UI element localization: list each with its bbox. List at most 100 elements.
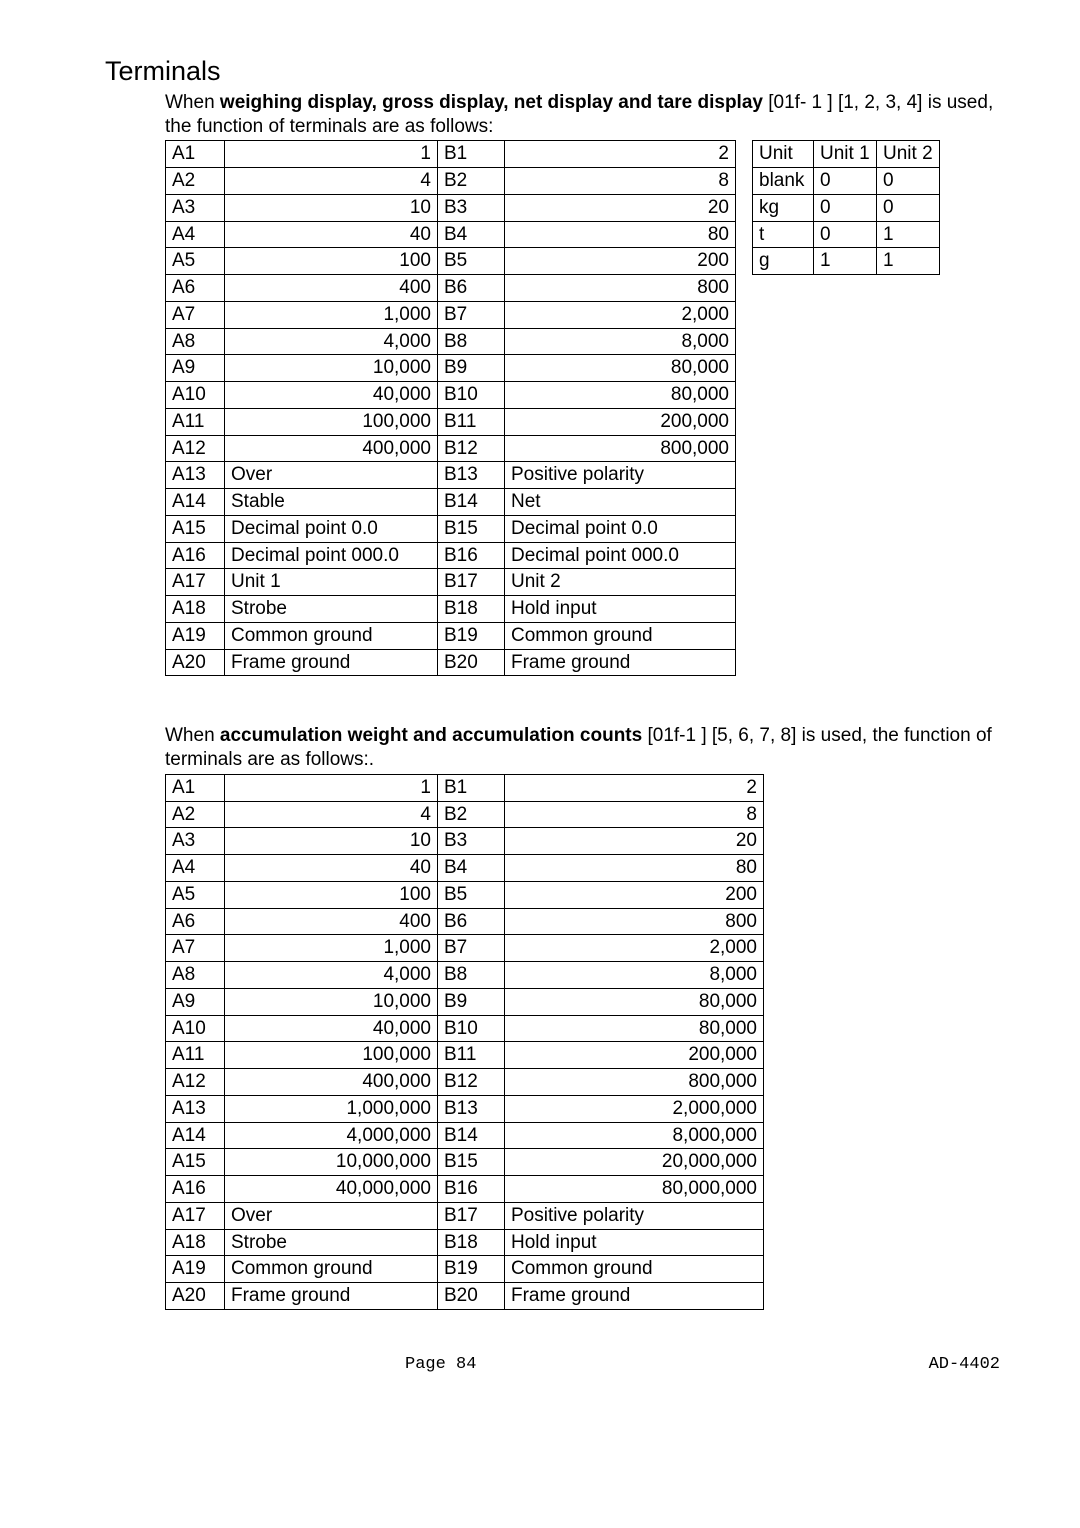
table-row: A1040,000B1080,000: [166, 382, 736, 409]
terminal-b-value: 800,000: [505, 435, 736, 462]
terminal-b-label: B8: [438, 328, 505, 355]
unit-table-cell: g: [753, 248, 814, 275]
table-row: A131,000,000B132,000,000: [166, 1095, 764, 1122]
terminal-a-value: 40,000: [225, 382, 438, 409]
terminal-b-value: 2,000: [505, 301, 736, 328]
table-row: t01: [753, 221, 940, 248]
table-row: A84,000B88,000: [166, 328, 736, 355]
terminal-b-value: 80,000,000: [505, 1176, 764, 1203]
terminals-table-2: A11B12A24B28A310B320A440B480A5100B5200A6…: [165, 774, 764, 1310]
table-row: A5100B5200: [166, 248, 736, 275]
terminal-b-label: B15: [438, 515, 505, 542]
unit-table: UnitUnit 1Unit 2blank00kg00t01g11: [752, 140, 940, 275]
terminal-b-value: Frame ground: [505, 649, 736, 676]
table-row: A18StrobeB18Hold input: [166, 1229, 764, 1256]
terminal-a-label: A13: [166, 462, 225, 489]
terminal-b-value: 800: [505, 275, 736, 302]
terminal-b-value: 20: [505, 828, 764, 855]
terminal-b-value: 80,000: [505, 1015, 764, 1042]
terminal-a-value: 40: [225, 221, 438, 248]
terminal-b-label: B7: [438, 935, 505, 962]
terminal-a-label: A4: [166, 221, 225, 248]
unit-table-cell: 0: [814, 194, 877, 221]
terminal-b-label: B4: [438, 221, 505, 248]
table-row: A11100,000B11200,000: [166, 1042, 764, 1069]
terminal-a-value: 4,000,000: [225, 1122, 438, 1149]
terminal-a-value: 10,000: [225, 988, 438, 1015]
terminal-b-label: B6: [438, 275, 505, 302]
terminal-a-value: 100: [225, 881, 438, 908]
unit-table-cell: 0: [814, 221, 877, 248]
terminal-a-label: A12: [166, 435, 225, 462]
terminal-b-value: Net: [505, 489, 736, 516]
footer-doc: AD-4402: [929, 1354, 1000, 1375]
terminal-b-value: 8: [505, 168, 736, 195]
intro2-a: When: [165, 725, 220, 746]
table-row: A11B12: [166, 141, 736, 168]
terminal-a-label: A20: [166, 1283, 225, 1310]
table-row: A11B12: [166, 774, 764, 801]
terminal-a-value: Frame ground: [225, 1283, 438, 1310]
table-row: A910,000B980,000: [166, 988, 764, 1015]
terminal-b-label: B18: [438, 596, 505, 623]
terminal-a-value: 10: [225, 828, 438, 855]
terminal-b-label: B13: [438, 1095, 505, 1122]
terminal-a-value: 100,000: [225, 408, 438, 435]
table-row: A310B320: [166, 828, 764, 855]
terminal-a-label: A12: [166, 1069, 225, 1096]
terminals-table-1: A11B12A24B28A310B320A440B480A5100B5200A6…: [165, 140, 736, 676]
terminal-b-value: 80,000: [505, 355, 736, 382]
terminal-a-value: 100,000: [225, 1042, 438, 1069]
table-row: g11: [753, 248, 940, 275]
terminal-a-value: 400,000: [225, 1069, 438, 1096]
terminal-b-label: B1: [438, 141, 505, 168]
terminal-a-value: Common ground: [225, 622, 438, 649]
table-row: A19Common groundB19Common ground: [166, 622, 736, 649]
terminal-b-value: Positive polarity: [505, 1202, 764, 1229]
table-row: A440B480: [166, 221, 736, 248]
terminal-b-value: Hold input: [505, 596, 736, 623]
terminal-a-label: A17: [166, 569, 225, 596]
intro1-b: weighing display, gross display, net dis…: [220, 92, 763, 113]
terminal-a-value: Decimal point 000.0: [225, 542, 438, 569]
terminal-b-label: B2: [438, 168, 505, 195]
terminal-a-value: 400,000: [225, 435, 438, 462]
terminal-a-label: A8: [166, 962, 225, 989]
terminal-a-value: 4,000: [225, 962, 438, 989]
terminal-a-value: Unit 1: [225, 569, 438, 596]
terminal-a-value: 1: [225, 141, 438, 168]
terminal-a-value: 1: [225, 774, 438, 801]
terminal-b-label: B16: [438, 542, 505, 569]
terminal-b-label: B2: [438, 801, 505, 828]
unit-table-cell: kg: [753, 194, 814, 221]
terminal-a-value: 1,000,000: [225, 1095, 438, 1122]
terminal-a-value: 100: [225, 248, 438, 275]
terminal-b-label: B13: [438, 462, 505, 489]
table-row: A1040,000B1080,000: [166, 1015, 764, 1042]
terminal-a-value: 40: [225, 855, 438, 882]
terminal-b-value: Common ground: [505, 622, 736, 649]
terminal-b-value: 20,000,000: [505, 1149, 764, 1176]
table-row: A310B320: [166, 194, 736, 221]
table-row: A24B28: [166, 801, 764, 828]
terminal-b-label: B6: [438, 908, 505, 935]
terminal-a-value: 1,000: [225, 301, 438, 328]
table-row: kg00: [753, 194, 940, 221]
terminal-b-value: 80: [505, 855, 764, 882]
table-row: A84,000B88,000: [166, 962, 764, 989]
terminal-b-label: B17: [438, 1202, 505, 1229]
table-row: A440B480: [166, 855, 764, 882]
table-row: A24B28: [166, 168, 736, 195]
terminal-a-value: 4: [225, 801, 438, 828]
terminal-b-label: B20: [438, 1283, 505, 1310]
terminal-a-value: 40,000: [225, 1015, 438, 1042]
terminal-a-label: A14: [166, 489, 225, 516]
table-row: A6400B6800: [166, 908, 764, 935]
terminal-b-value: 2: [505, 141, 736, 168]
terminal-b-label: B12: [438, 1069, 505, 1096]
terminal-b-value: Positive polarity: [505, 462, 736, 489]
terminal-a-label: A15: [166, 515, 225, 542]
terminal-b-value: 2,000: [505, 935, 764, 962]
terminal-b-value: Frame ground: [505, 1283, 764, 1310]
terminal-b-value: 20: [505, 194, 736, 221]
